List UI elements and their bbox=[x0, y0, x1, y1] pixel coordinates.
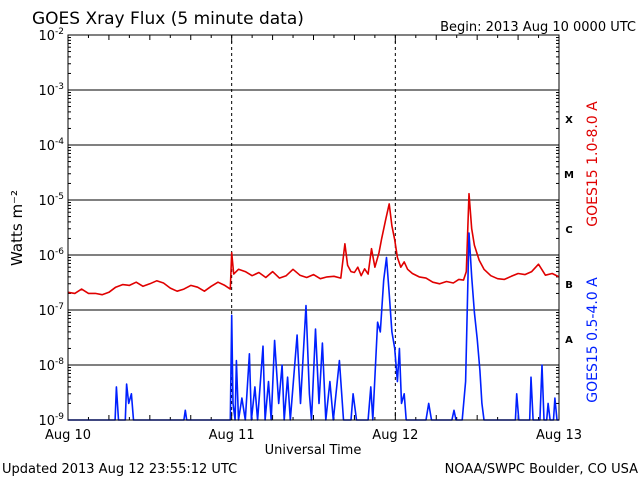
series-layer bbox=[67, 192, 560, 421]
x-axis-label: Universal Time bbox=[265, 443, 362, 458]
x-tick-label: Aug 13 bbox=[536, 428, 582, 443]
y-tick-label: 10-9 bbox=[38, 412, 64, 429]
y-tick-label: 10-8 bbox=[38, 357, 64, 374]
y-tick-label: 10-7 bbox=[38, 302, 64, 319]
y-tick-label: 10-6 bbox=[38, 247, 64, 264]
x-tick-label: Aug 11 bbox=[209, 428, 255, 443]
x-tick-label: Aug 10 bbox=[45, 428, 91, 443]
legend-series-blue: GOES15 0.5-4.0 A bbox=[585, 277, 601, 403]
chart-title: GOES Xray Flux (5 minute data) bbox=[32, 9, 304, 29]
flare-class-label: X bbox=[565, 115, 573, 126]
x-tick-label: Aug 12 bbox=[372, 428, 418, 443]
flare-class-label: M bbox=[564, 170, 574, 181]
flare-class-label: C bbox=[565, 225, 572, 236]
flare-class-label: A bbox=[565, 335, 573, 346]
y-tick-label: 10-4 bbox=[38, 137, 64, 154]
y-axis-label: Watts m⁻² bbox=[8, 190, 26, 266]
y-tick-labels: 10-9 10-8 10-7 10-6 10-5 10-4 10-3 10-2 bbox=[38, 27, 64, 429]
plot-frame bbox=[67, 34, 560, 421]
series-line-short-wavelength bbox=[68, 232, 559, 421]
legend-series-red: GOES15 1.0-8.0 A bbox=[585, 101, 601, 227]
y-tick-label: 10-5 bbox=[38, 192, 64, 209]
y-tick-label: 10-3 bbox=[38, 82, 64, 99]
series-line-long-wavelength bbox=[67, 192, 560, 296]
credit-label: NOAA/SWPC Boulder, CO USA bbox=[445, 462, 638, 477]
flare-class-label: B bbox=[565, 280, 573, 291]
begin-label: Begin: 2013 Aug 10 0000 UTC bbox=[440, 20, 636, 35]
y-tick-label: 10-2 bbox=[38, 27, 64, 44]
updated-label: Updated 2013 Aug 12 23:55:12 UTC bbox=[2, 462, 237, 477]
flare-class-labels: A B C M X bbox=[564, 115, 574, 346]
x-tick-labels: Aug 10 Aug 11 Aug 12 Aug 13 bbox=[45, 428, 582, 443]
